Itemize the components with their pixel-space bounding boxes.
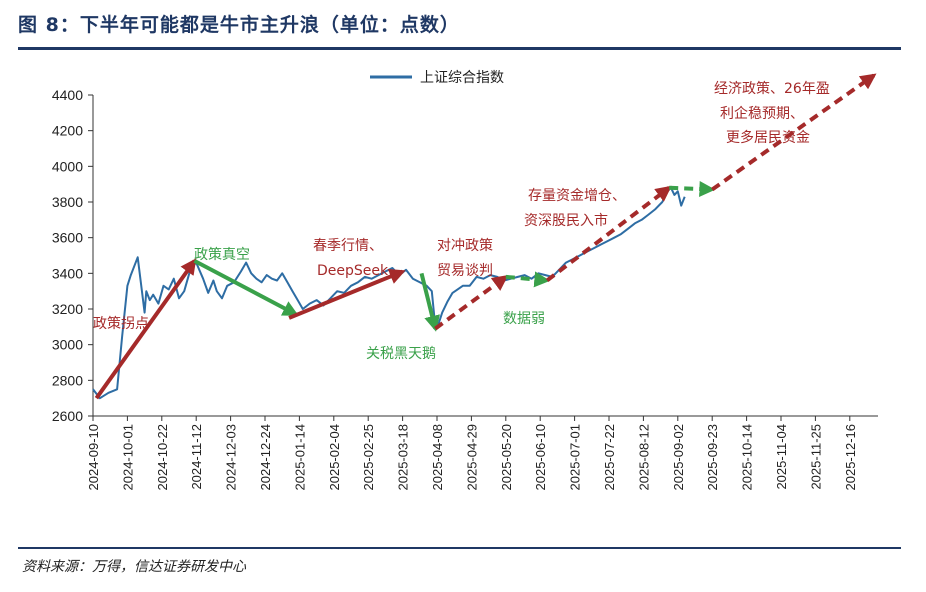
trend-arrow-7 (545, 185, 672, 283)
figure-title: 图 8：下半年可能都是牛市主升浪（单位：点数） (18, 14, 460, 36)
x-tick-label: 2025-11-25 (808, 424, 823, 490)
trend-arrow-3 (288, 268, 406, 320)
y-tick-label: 3200 (52, 301, 83, 317)
annotation-label: 贸易谈判 (437, 263, 493, 279)
y-axis-ticks: 2600 2800 3000 3200 3400 3600 3800 4000 4200 4400 (52, 87, 93, 424)
x-tick-label: 2025-02-25 (361, 424, 376, 491)
annotation-label: 存量资金增仓、 (528, 188, 626, 204)
top-rule (18, 47, 901, 50)
x-tick-label: 2025-04-29 (464, 424, 479, 491)
y-tick-label: 3600 (52, 230, 83, 246)
annotation-label: 更多居民资金 (726, 129, 810, 146)
x-tick-label: 2025-11-04 (774, 424, 789, 490)
annotation-label: 数据弱 (503, 311, 545, 327)
x-tick-label: 2025-10-14 (740, 424, 755, 491)
y-tick-label: 3000 (52, 337, 83, 353)
x-tick-label: 2024-09-10 (86, 424, 101, 491)
x-tick-label: 2025-07-01 (568, 424, 583, 491)
trend-arrow-4 (419, 272, 440, 332)
y-tick-label: 4200 (52, 123, 83, 139)
annotation-label: DeepSeek (317, 263, 389, 279)
x-axis-ticks: 2024-09-10 2024-10-01 2024-10-22 2024-11-12… (86, 416, 858, 491)
x-tick-label: 2024-12-24 (258, 424, 273, 491)
annotation-label: 对冲政策 (437, 237, 493, 254)
x-tick-label: 2025-06-10 (533, 424, 548, 491)
x-tick-label: 2025-01-14 (292, 424, 307, 491)
annotation-label: 春季行情、 (313, 238, 383, 254)
bottom-rule (18, 547, 901, 549)
annotation-label: 政策真空 (194, 246, 250, 263)
trend-arrow-6 (505, 271, 551, 288)
source-note: 资料来源：万得，信达证券研发中心 (22, 559, 246, 575)
x-tick-label: 2025-05-20 (499, 424, 514, 491)
x-tick-label: 2025-02-04 (327, 424, 342, 491)
x-tick-label: 2025-09-02 (671, 424, 686, 491)
x-tick-label: 2024-12-03 (224, 424, 239, 491)
trend-arrow-1 (94, 258, 197, 400)
x-tick-label: 2024-10-01 (120, 424, 135, 491)
x-tick-label: 2025-03-18 (396, 424, 411, 491)
annotation-label: 资深股民入市 (524, 212, 608, 229)
x-tick-label: 2025-08-12 (636, 424, 651, 491)
y-tick-label: 4400 (52, 87, 83, 103)
x-tick-label: 2024-10-22 (155, 424, 170, 491)
annotation-label: 政策拐点 (93, 315, 149, 332)
trend-arrows (94, 73, 877, 400)
legend: 上证综合指数 (370, 70, 504, 86)
trend-arrow-9 (711, 73, 877, 192)
trend-arrow-2 (193, 259, 299, 317)
trend-arrow-8 (669, 180, 716, 197)
x-tick-label: 2025-04-08 (430, 424, 445, 491)
x-tick-label: 2025-07-22 (602, 424, 617, 491)
axes (92, 95, 878, 417)
y-tick-label: 2800 (52, 372, 83, 388)
y-tick-label: 2600 (52, 408, 83, 424)
x-tick-label: 2025-09-23 (705, 424, 720, 491)
legend-label: 上证综合指数 (420, 70, 504, 86)
annotation-label: 利企稳预期、 (720, 105, 804, 122)
y-tick-label: 3800 (52, 194, 83, 210)
annotation-label: 经济政策、26年盈 (714, 80, 830, 97)
x-tick-label: 2025-12-16 (843, 424, 858, 491)
x-tick-label: 2024-11-12 (189, 424, 204, 490)
annotation-label: 关税黑天鹅 (366, 345, 436, 362)
y-tick-label: 4000 (52, 158, 83, 174)
y-tick-label: 3400 (52, 265, 83, 281)
